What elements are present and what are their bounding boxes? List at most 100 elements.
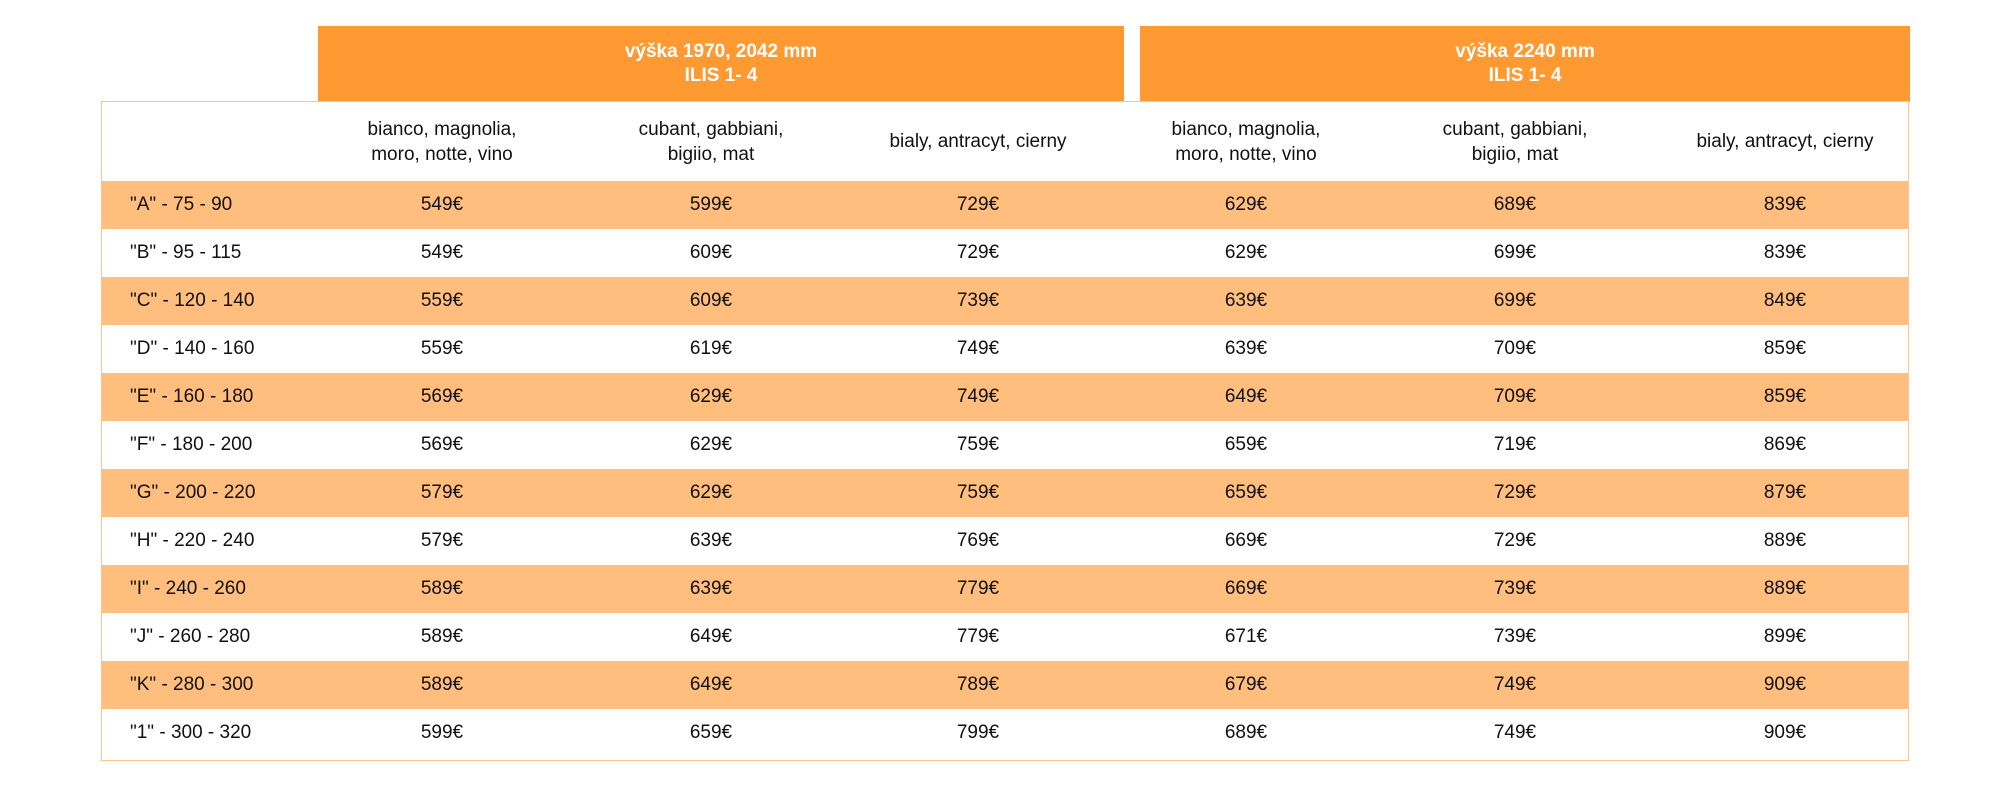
price-cell: 779€ [956,578,1000,599]
column-header-line: bigiio, mat [667,143,755,165]
price-cell: 859€ [1763,338,1807,359]
price-cell: 889€ [1763,530,1807,551]
price-cell: 739€ [1493,578,1537,599]
price-cell: 699€ [1493,290,1537,311]
price-cell: 569€ [420,434,464,455]
price-table: bianco, magnolia, moro, notte, vino cubant… [101,101,1909,761]
price-cell: 879€ [1763,482,1807,503]
price-cell: 589€ [420,626,464,647]
row-size-label: "C" - 120 - 140 [130,290,255,311]
price-cell: 749€ [1493,674,1537,695]
price-cell: 569€ [420,386,464,407]
column-header-line: bianco, magnolia, [1171,118,1321,140]
row-size-label: "B" - 95 - 115 [130,242,242,263]
row-size-label: "J" - 260 - 280 [130,626,251,647]
table-row: "E" - 160 - 180 569€ 629€ 749€ 649€ 709€ 859€ [102,373,1908,421]
price-cell: 909€ [1763,722,1807,743]
price-cell: 629€ [689,482,733,503]
price-cell: 869€ [1763,434,1807,455]
price-cell: 659€ [689,722,733,743]
table-row: "A" - 75 - 90 549€ 599€ 729€ 629€ 689€ 839€ [102,181,1908,229]
table-row: "I" - 240 - 260 589€ 639€ 779€ 669€ 739€ 889€ [102,565,1908,613]
price-cell: 559€ [420,338,464,359]
price-cell: 549€ [420,242,464,263]
price-cell: 759€ [956,482,1000,503]
price-cell: 649€ [689,626,733,647]
column-header: bianco, magnolia, moro, notte, vino [1112,102,1380,181]
table-row: "G" - 200 - 220 579€ 629€ 759€ 659€ 729€ 879€ [102,469,1908,517]
column-header-line: cubant, gabbiani, [1442,118,1588,140]
group-header-height-1970-2042: výška 1970, 2042 mm ILIS 1- 4 [318,26,1124,102]
column-header: bialy, antracyt, cierny [844,102,1112,181]
price-cell: 619€ [689,338,733,359]
price-cell: 739€ [956,290,1000,311]
row-size-label: "H" - 220 - 240 [130,530,255,551]
price-cell: 859€ [1763,386,1807,407]
column-header: bianco, magnolia, moro, notte, vino [308,102,576,181]
price-cell: 669€ [1224,530,1268,551]
price-cell: 609€ [689,242,733,263]
price-cell: 659€ [1224,434,1268,455]
price-cell: 749€ [1493,722,1537,743]
price-cell: 639€ [689,578,733,599]
table-row: "D" - 140 - 160 559€ 619€ 749€ 639€ 709€ 859€ [102,325,1908,373]
column-header-line: bigiio, mat [1471,143,1559,165]
row-size-label: "E" - 160 - 180 [130,386,254,407]
price-cell: 629€ [689,386,733,407]
group-subtitle: ILIS 1- 4 [1488,65,1562,86]
price-cell: 889€ [1763,578,1807,599]
column-header-line: cubant, gabbiani, [638,118,784,140]
price-cell: 579€ [420,530,464,551]
price-cell: 649€ [1224,386,1268,407]
price-cell: 609€ [689,290,733,311]
price-cell: 639€ [689,530,733,551]
price-cell: 739€ [1493,626,1537,647]
price-cell: 599€ [689,194,733,215]
price-cell: 839€ [1763,194,1807,215]
table-row: "K" - 280 - 300 589€ 649€ 789€ 679€ 749€ 909€ [102,661,1908,709]
price-cell: 659€ [1224,482,1268,503]
group-title: výška 2240 mm [1455,41,1595,62]
column-header-line: bialy, antracyt, cierny [889,131,1067,152]
price-cell: 669€ [1224,578,1268,599]
price-cell: 689€ [1493,194,1537,215]
price-cell: 899€ [1763,626,1807,647]
price-cell: 799€ [956,722,1000,743]
price-cell: 839€ [1763,242,1807,263]
price-cell: 599€ [420,722,464,743]
price-cell: 639€ [1224,290,1268,311]
price-cell: 849€ [1763,290,1807,311]
table-row: "C" - 120 - 140 559€ 609€ 739€ 639€ 699€ 849€ [102,277,1908,325]
group-header-height-2240: výška 2240 mm ILIS 1- 4 [1140,26,1910,102]
price-cell: 749€ [956,386,1000,407]
price-cell: 549€ [420,194,464,215]
price-cell: 639€ [1224,338,1268,359]
column-header-line: moro, notte, vino [371,143,513,165]
column-header: cubant, gabbiani, bigiio, mat [1381,102,1649,181]
price-cell: 729€ [1493,482,1537,503]
price-cell: 709€ [1493,386,1537,407]
price-cell: 629€ [689,434,733,455]
price-cell: 909€ [1763,674,1807,695]
group-subtitle: ILIS 1- 4 [684,65,758,86]
price-cell: 679€ [1224,674,1268,695]
price-cell: 589€ [420,578,464,599]
table-row: "F" - 180 - 200 569€ 629€ 759€ 659€ 719€ 869€ [102,421,1908,469]
column-header-line: bialy, antracyt, cierny [1696,131,1874,152]
price-cell: 689€ [1224,722,1268,743]
column-header: bialy, antracyt, cierny [1651,102,1908,181]
group-title: výška 1970, 2042 mm [624,41,818,62]
column-header-line: moro, notte, vino [1175,143,1317,165]
price-cell: 729€ [1493,530,1537,551]
price-cell: 709€ [1493,338,1537,359]
price-cell: 559€ [420,290,464,311]
table-row: "B" - 95 - 115 549€ 609€ 729€ 629€ 699€ 839€ [102,229,1908,277]
price-cell: 629€ [1224,194,1268,215]
row-size-label: "F" - 180 - 200 [130,434,253,455]
price-cell: 789€ [956,674,1000,695]
price-cell: 719€ [1493,434,1537,455]
price-cell: 699€ [1493,242,1537,263]
column-header-line: bianco, magnolia, [367,118,517,140]
row-size-label: "D" - 140 - 160 [130,338,255,359]
column-header: cubant, gabbiani, bigiio, mat [577,102,845,181]
